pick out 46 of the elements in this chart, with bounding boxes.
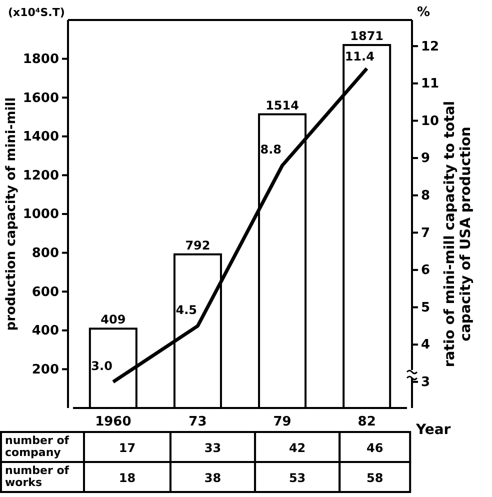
- text: 42: [288, 441, 306, 455]
- x-tick-label: 79: [273, 414, 292, 430]
- text: 17: [118, 441, 136, 455]
- data-label: 792: [185, 238, 210, 252]
- data-label: 3.0: [91, 358, 112, 373]
- text: 46: [366, 441, 384, 455]
- text: %: [417, 5, 430, 20]
- y2-tick-label: 7: [421, 226, 430, 241]
- y2-tick-label: 4: [421, 338, 430, 353]
- x-tick-label: 82: [358, 414, 376, 430]
- y2-tick-label: 3: [421, 375, 430, 390]
- y2-axis-title: ratio of mini-mill capacity to total capacity of USA production: [442, 100, 474, 368]
- y2-tick-label: 11: [421, 76, 440, 92]
- y-tick-label: 1400: [22, 130, 59, 145]
- text: (x10⁴S.T): [8, 6, 65, 19]
- y2-tick-label: 9: [421, 151, 430, 166]
- y-tick-label: 1000: [22, 207, 59, 222]
- text: number of works: [5, 464, 70, 489]
- data-label: 1871: [350, 29, 384, 44]
- data-label: 4.5: [176, 302, 197, 317]
- data-label: 409: [100, 312, 126, 327]
- y-tick-label: 800: [32, 246, 59, 261]
- y-tick-label: 200: [32, 362, 59, 378]
- y2-tick-label: 5: [421, 300, 430, 316]
- text: 18: [118, 471, 136, 485]
- text: 53: [288, 471, 306, 485]
- data-label: 8.8: [260, 142, 282, 156]
- text: 58: [366, 471, 384, 485]
- x-tick-label: 73: [188, 414, 207, 430]
- y2-tick-label: 10: [421, 114, 440, 129]
- y-tick-label: 1600: [22, 90, 59, 106]
- y-tick-label: 600: [32, 284, 59, 300]
- data-label: 1514: [266, 98, 299, 112]
- y2-tick-label: 12: [421, 39, 440, 54]
- y-tick-label: 400: [32, 324, 59, 339]
- x-axis-title: Year: [415, 422, 451, 438]
- data-label: 11.4: [344, 50, 374, 64]
- x-tick-label: 1960: [95, 414, 132, 430]
- text: 38: [204, 471, 222, 485]
- text: 33: [204, 441, 222, 455]
- y2-tick-label: 6: [421, 263, 430, 278]
- y-tick-label: 1200: [22, 168, 59, 184]
- text: number of company: [5, 434, 70, 459]
- y-tick-label: 1800: [22, 52, 59, 67]
- y-axis-title: production capacity of mini-mill: [4, 97, 19, 331]
- y2-tick-label: 8: [421, 188, 430, 204]
